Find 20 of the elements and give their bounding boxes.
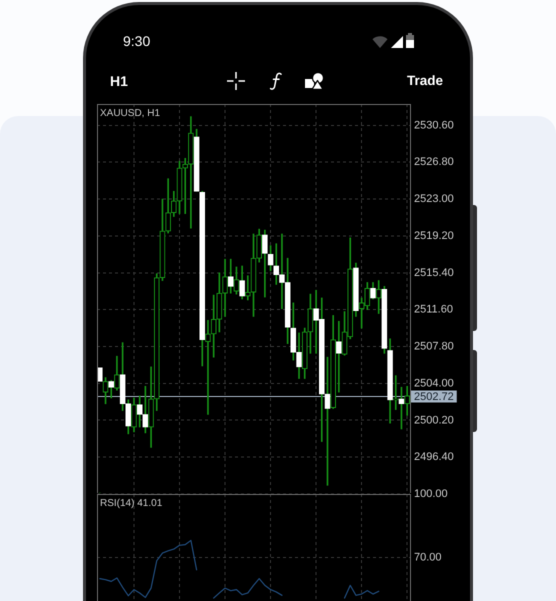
y-tick-label: 70.00 xyxy=(414,551,442,564)
chart-title: XAUUSD, H1 xyxy=(100,108,160,119)
y-tick-label: 2500.20 xyxy=(414,414,454,426)
y-tick-label: 2507.80 xyxy=(414,340,454,353)
y-tick-label: 100.00 xyxy=(414,488,448,500)
ref-line-label: 2502.72 xyxy=(414,391,454,404)
text: H1 xyxy=(110,73,128,89)
candlestick xyxy=(97,368,103,382)
text: Trade xyxy=(406,73,443,89)
y-tick-label: 2530.60 xyxy=(414,119,454,132)
text: 9:30 xyxy=(123,33,150,49)
candlestick xyxy=(205,320,211,415)
y-tick-label: 2511.60 xyxy=(414,304,453,316)
y-tick-label: 2504.00 xyxy=(414,377,454,390)
y-tick-label: 2523.00 xyxy=(414,193,454,206)
y-tick-label: 2496.40 xyxy=(414,451,454,464)
y-tick-label: 2526.80 xyxy=(414,156,454,168)
y-tick-label: 2515.40 xyxy=(414,266,454,279)
y-tick-label: 2519.20 xyxy=(414,230,454,242)
chart-title: RSI(14) 41.01 xyxy=(100,498,163,509)
